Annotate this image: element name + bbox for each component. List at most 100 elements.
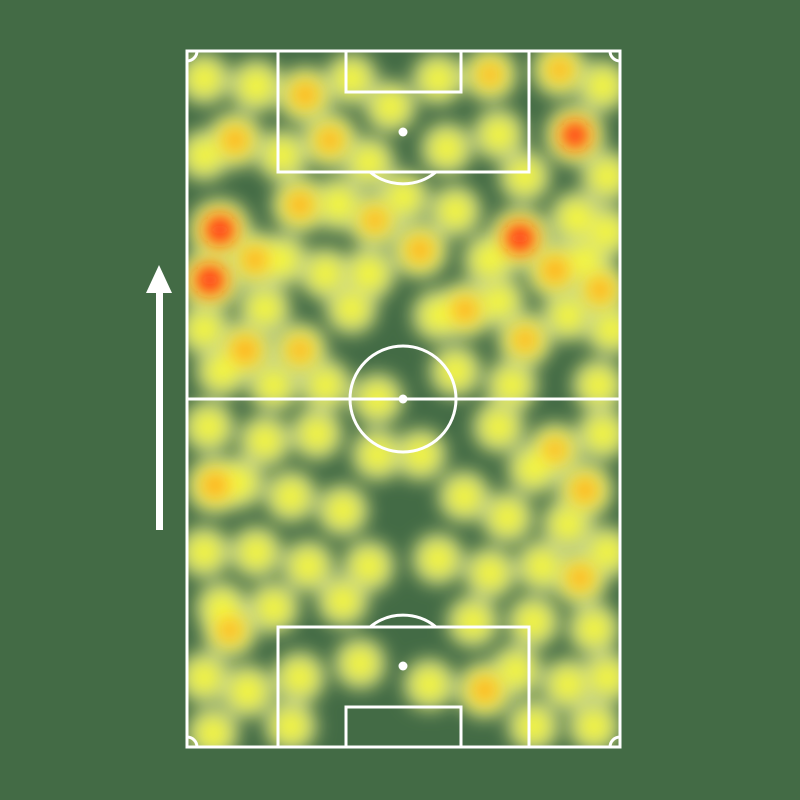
heat-point	[415, 669, 444, 699]
heat-point	[194, 412, 224, 442]
heat-point	[241, 537, 271, 567]
heat-point	[564, 124, 586, 147]
heat-point	[293, 551, 323, 581]
heat-point	[407, 238, 432, 263]
heat-point	[189, 315, 219, 344]
heat-point	[232, 337, 259, 364]
heat-point	[548, 58, 571, 81]
heat-point	[337, 64, 366, 94]
heat-point	[588, 419, 618, 449]
heat-point	[293, 82, 318, 107]
heat-point	[592, 161, 620, 191]
heat-point	[363, 209, 386, 232]
heat-point	[354, 551, 384, 581]
heat-point	[328, 495, 358, 525]
heat-point	[376, 92, 405, 122]
heat-point	[484, 412, 514, 442]
heat-point	[579, 614, 609, 644]
heat-point	[259, 593, 288, 623]
bottom-penalty-spot	[398, 661, 408, 671]
heat-point	[224, 468, 254, 497]
heat-point	[542, 257, 569, 284]
heat-point	[345, 649, 375, 678]
heat-point	[501, 656, 531, 685]
heat-point	[572, 478, 597, 503]
heat-point	[276, 711, 306, 741]
center-spot	[398, 394, 408, 404]
heat-point	[323, 188, 354, 220]
heat-point	[484, 120, 514, 149]
heat-point	[484, 287, 514, 316]
heat-point	[519, 711, 548, 741]
heat-point	[285, 663, 314, 692]
corner-arc	[608, 735, 621, 748]
heat-point	[472, 677, 497, 702]
heat-point	[288, 192, 313, 217]
heat-point	[544, 439, 566, 461]
heat-point	[588, 71, 618, 101]
heat-point	[588, 277, 613, 302]
heat-point	[423, 544, 453, 574]
heat-point	[449, 482, 479, 511]
top-penalty-spot	[398, 127, 408, 137]
heat-point	[267, 141, 297, 170]
heat-point	[202, 472, 229, 499]
heat-point	[232, 676, 263, 707]
heat-point	[592, 663, 620, 692]
corner-arc	[608, 50, 621, 63]
heat-point	[452, 297, 477, 322]
heat-point	[189, 141, 219, 170]
heat-point	[510, 161, 540, 191]
heat-point	[570, 245, 600, 275]
heat-point	[561, 202, 592, 234]
heat-point	[267, 245, 297, 275]
heat-point	[423, 301, 453, 330]
heat-point	[389, 182, 418, 212]
heat-point	[276, 482, 306, 511]
heat-point	[328, 586, 358, 616]
heat-point	[527, 551, 557, 581]
heat-point	[432, 134, 462, 163]
heat-point	[441, 356, 470, 386]
heat-point	[592, 537, 620, 567]
heat-point	[479, 64, 501, 86]
heat-point	[311, 259, 340, 289]
heat-point	[302, 419, 332, 449]
heat-point	[592, 217, 620, 247]
heat-point	[353, 258, 385, 289]
heat-point	[250, 426, 280, 456]
corner-arc	[186, 735, 199, 748]
heat-layer	[187, 51, 620, 747]
heat-point	[223, 128, 248, 153]
heat-point	[519, 607, 548, 637]
top-six-yard-box	[344, 49, 463, 94]
heat-point	[218, 619, 241, 642]
attack-direction-arrow-icon	[146, 265, 172, 530]
heat-point	[250, 294, 280, 323]
heat-point	[519, 454, 548, 483]
heat-point	[474, 244, 506, 275]
heat-point	[475, 558, 505, 588]
heat-point	[579, 711, 609, 741]
heat-point	[423, 64, 453, 94]
heat-point	[441, 196, 470, 226]
heat-point	[337, 294, 366, 323]
heat-point	[493, 502, 522, 532]
top-penalty-arc	[369, 170, 437, 186]
heat-point	[259, 370, 288, 400]
heat-point	[553, 301, 583, 330]
heat-point	[354, 147, 384, 177]
bottom-penalty-arc	[369, 613, 437, 629]
heat-point	[197, 267, 222, 292]
heat-point	[207, 217, 232, 242]
heat-point	[406, 440, 436, 470]
heat-point	[596, 315, 620, 344]
heat-point	[207, 356, 237, 386]
heat-point	[241, 70, 272, 102]
heat-point	[514, 328, 537, 351]
heat-point	[458, 607, 488, 637]
heat-point	[189, 64, 219, 94]
heat-point	[289, 339, 312, 362]
